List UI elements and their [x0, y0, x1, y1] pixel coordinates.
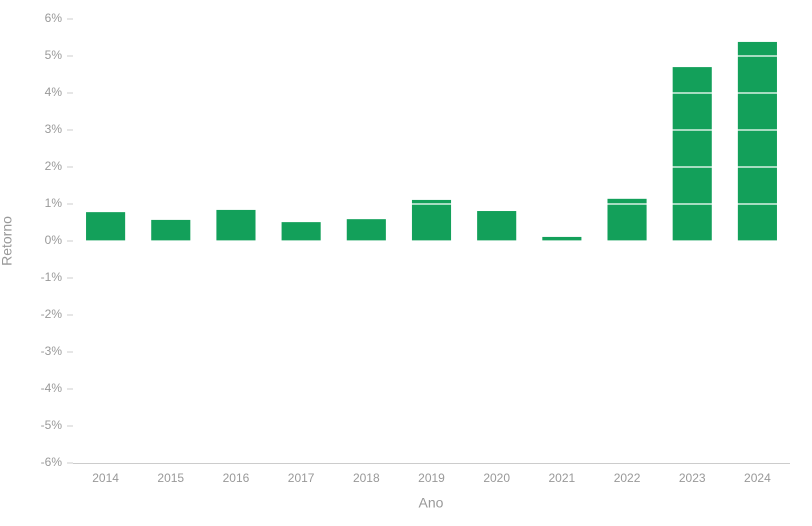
x-axis-title: Ano — [419, 495, 444, 511]
x-tick-label: 2014 — [92, 471, 119, 485]
y-tick-label: 0% — [45, 233, 63, 247]
y-tick-label: 1% — [45, 196, 63, 210]
y-tick-label: -2% — [41, 307, 63, 321]
y-tick-label: -6% — [41, 455, 63, 469]
bar — [346, 219, 386, 241]
y-tick-label: 4% — [45, 85, 63, 99]
y-tick-label: -5% — [41, 418, 63, 432]
bar — [281, 222, 321, 241]
y-tick-label: -3% — [41, 344, 63, 358]
bar — [216, 209, 256, 241]
y-tick-label: 2% — [45, 159, 63, 173]
y-tick-label: 3% — [45, 122, 63, 136]
bar — [477, 211, 517, 241]
x-tick-label: 2019 — [418, 471, 445, 485]
x-tick-label: 2021 — [549, 471, 576, 485]
x-tick-label: 2015 — [157, 471, 184, 485]
y-tick-label: -4% — [41, 381, 63, 395]
bar — [737, 41, 777, 241]
x-tick-label: 2016 — [223, 471, 250, 485]
x-tick-label: 2024 — [744, 471, 771, 485]
bar — [542, 236, 582, 241]
x-tick-label: 2018 — [353, 471, 380, 485]
bar — [672, 67, 712, 241]
x-tick-label: 2020 — [483, 471, 510, 485]
y-axis-title: Retorno — [0, 216, 15, 266]
x-tick-label: 2023 — [679, 471, 706, 485]
y-tick-label: 6% — [45, 11, 63, 25]
bar — [411, 199, 452, 241]
y-tick-label: -1% — [41, 270, 63, 284]
y-tick-label: 5% — [45, 48, 63, 62]
bar — [86, 212, 126, 241]
bar — [151, 219, 191, 241]
x-tick-label: 2022 — [614, 471, 641, 485]
bar — [607, 198, 647, 241]
x-tick-label: 2017 — [288, 471, 315, 485]
